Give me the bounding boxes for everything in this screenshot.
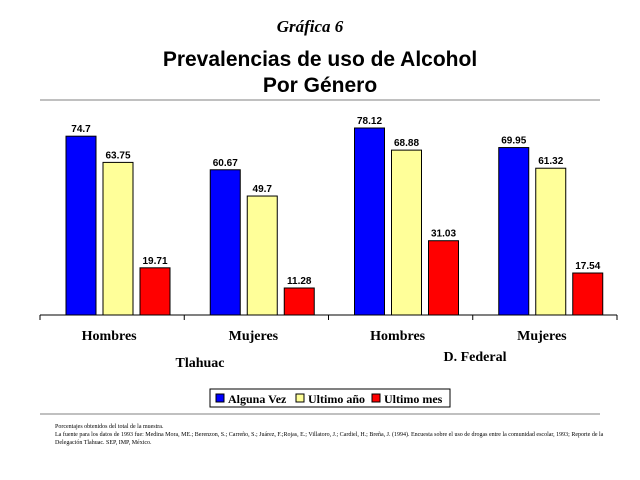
data-label-ultimo-mes-3: 31.03 (431, 229, 456, 240)
category-label-4: Mujeres (517, 329, 567, 344)
category-label-2: Mujeres (229, 329, 279, 344)
footnote-2: La fuente para los datos de 1993 fue: Me… (55, 432, 604, 446)
group-label-d-federal: D. Federal (444, 350, 507, 365)
footnotes: Porcentajes obtenidos del total de la mu… (55, 423, 615, 447)
data-label-ultimo-mes-1: 19.71 (142, 256, 167, 267)
legend-label-ultimo-ano: Ultimo año (308, 392, 365, 406)
bar-alguna-vez-2 (209, 169, 241, 316)
data-label-alguna-vez-3: 78.12 (357, 116, 382, 127)
bar-ultimo-mes-2 (283, 287, 315, 316)
bar-ultimo-mes-3 (428, 240, 459, 316)
legend: Alguna Vez Ultimo año Ultimo mes (209, 388, 451, 408)
bar-ultimo-ano-3 (391, 149, 422, 316)
category-label-1: Hombres (82, 329, 138, 344)
data-label-ultimo-ano-3: 68.88 (394, 138, 419, 149)
bar-alguna-vez-4 (498, 147, 530, 316)
legend-label-alguna-vez: Alguna Vez (228, 392, 287, 406)
bar-alguna-vez-3 (354, 127, 385, 316)
x-axis-ticks (39, 315, 618, 320)
data-label-ultimo-ano-2: 49.7 (253, 184, 273, 195)
data-label-alguna-vez-1: 74.7 (71, 124, 91, 135)
bar-ultimo-ano-4 (535, 167, 567, 316)
data-label-ultimo-mes-2: 11.28 (287, 276, 312, 287)
data-label-ultimo-ano-1: 63.75 (105, 150, 130, 161)
legend-label-ultimo-mes: Ultimo mes (384, 392, 443, 406)
legend-box (209, 388, 451, 408)
bar-ultimo-mes-1 (139, 267, 171, 316)
data-label-ultimo-mes-4: 17.54 (575, 261, 600, 272)
bar-ultimo-mes-4 (572, 272, 604, 316)
plot-area: 74.7 63.75 19.71 60.67 49.7 11.28 78.12 68.88 31… (65, 116, 604, 316)
legend-swatch-alguna-vez (215, 393, 225, 403)
legend-swatch-ultimo-ano (295, 393, 305, 403)
chart-title-line1: Prevalencias de uso de Alcohol (163, 48, 477, 71)
bar-ultimo-ano-1 (102, 161, 134, 316)
bar-ultimo-ano-2 (246, 195, 278, 316)
bar-alguna-vez-1 (65, 135, 97, 316)
group-label-tlahuac: Tlahuac (175, 356, 224, 371)
data-label-alguna-vez-2: 60.67 (213, 158, 238, 169)
category-label-3: Hombres (370, 329, 426, 344)
legend-swatch-ultimo-mes (371, 393, 381, 403)
data-label-ultimo-ano-4: 61.32 (538, 156, 563, 167)
chart-title-line2: Por Género (263, 74, 377, 97)
category-labels: Hombres Mujeres Hombres Mujeres (82, 329, 568, 344)
chart-label: Gráfica 6 (277, 17, 344, 36)
data-label-alguna-vez-4: 69.95 (501, 136, 526, 147)
footnote-1: Porcentajes obtenidos del total de la mu… (55, 424, 164, 430)
